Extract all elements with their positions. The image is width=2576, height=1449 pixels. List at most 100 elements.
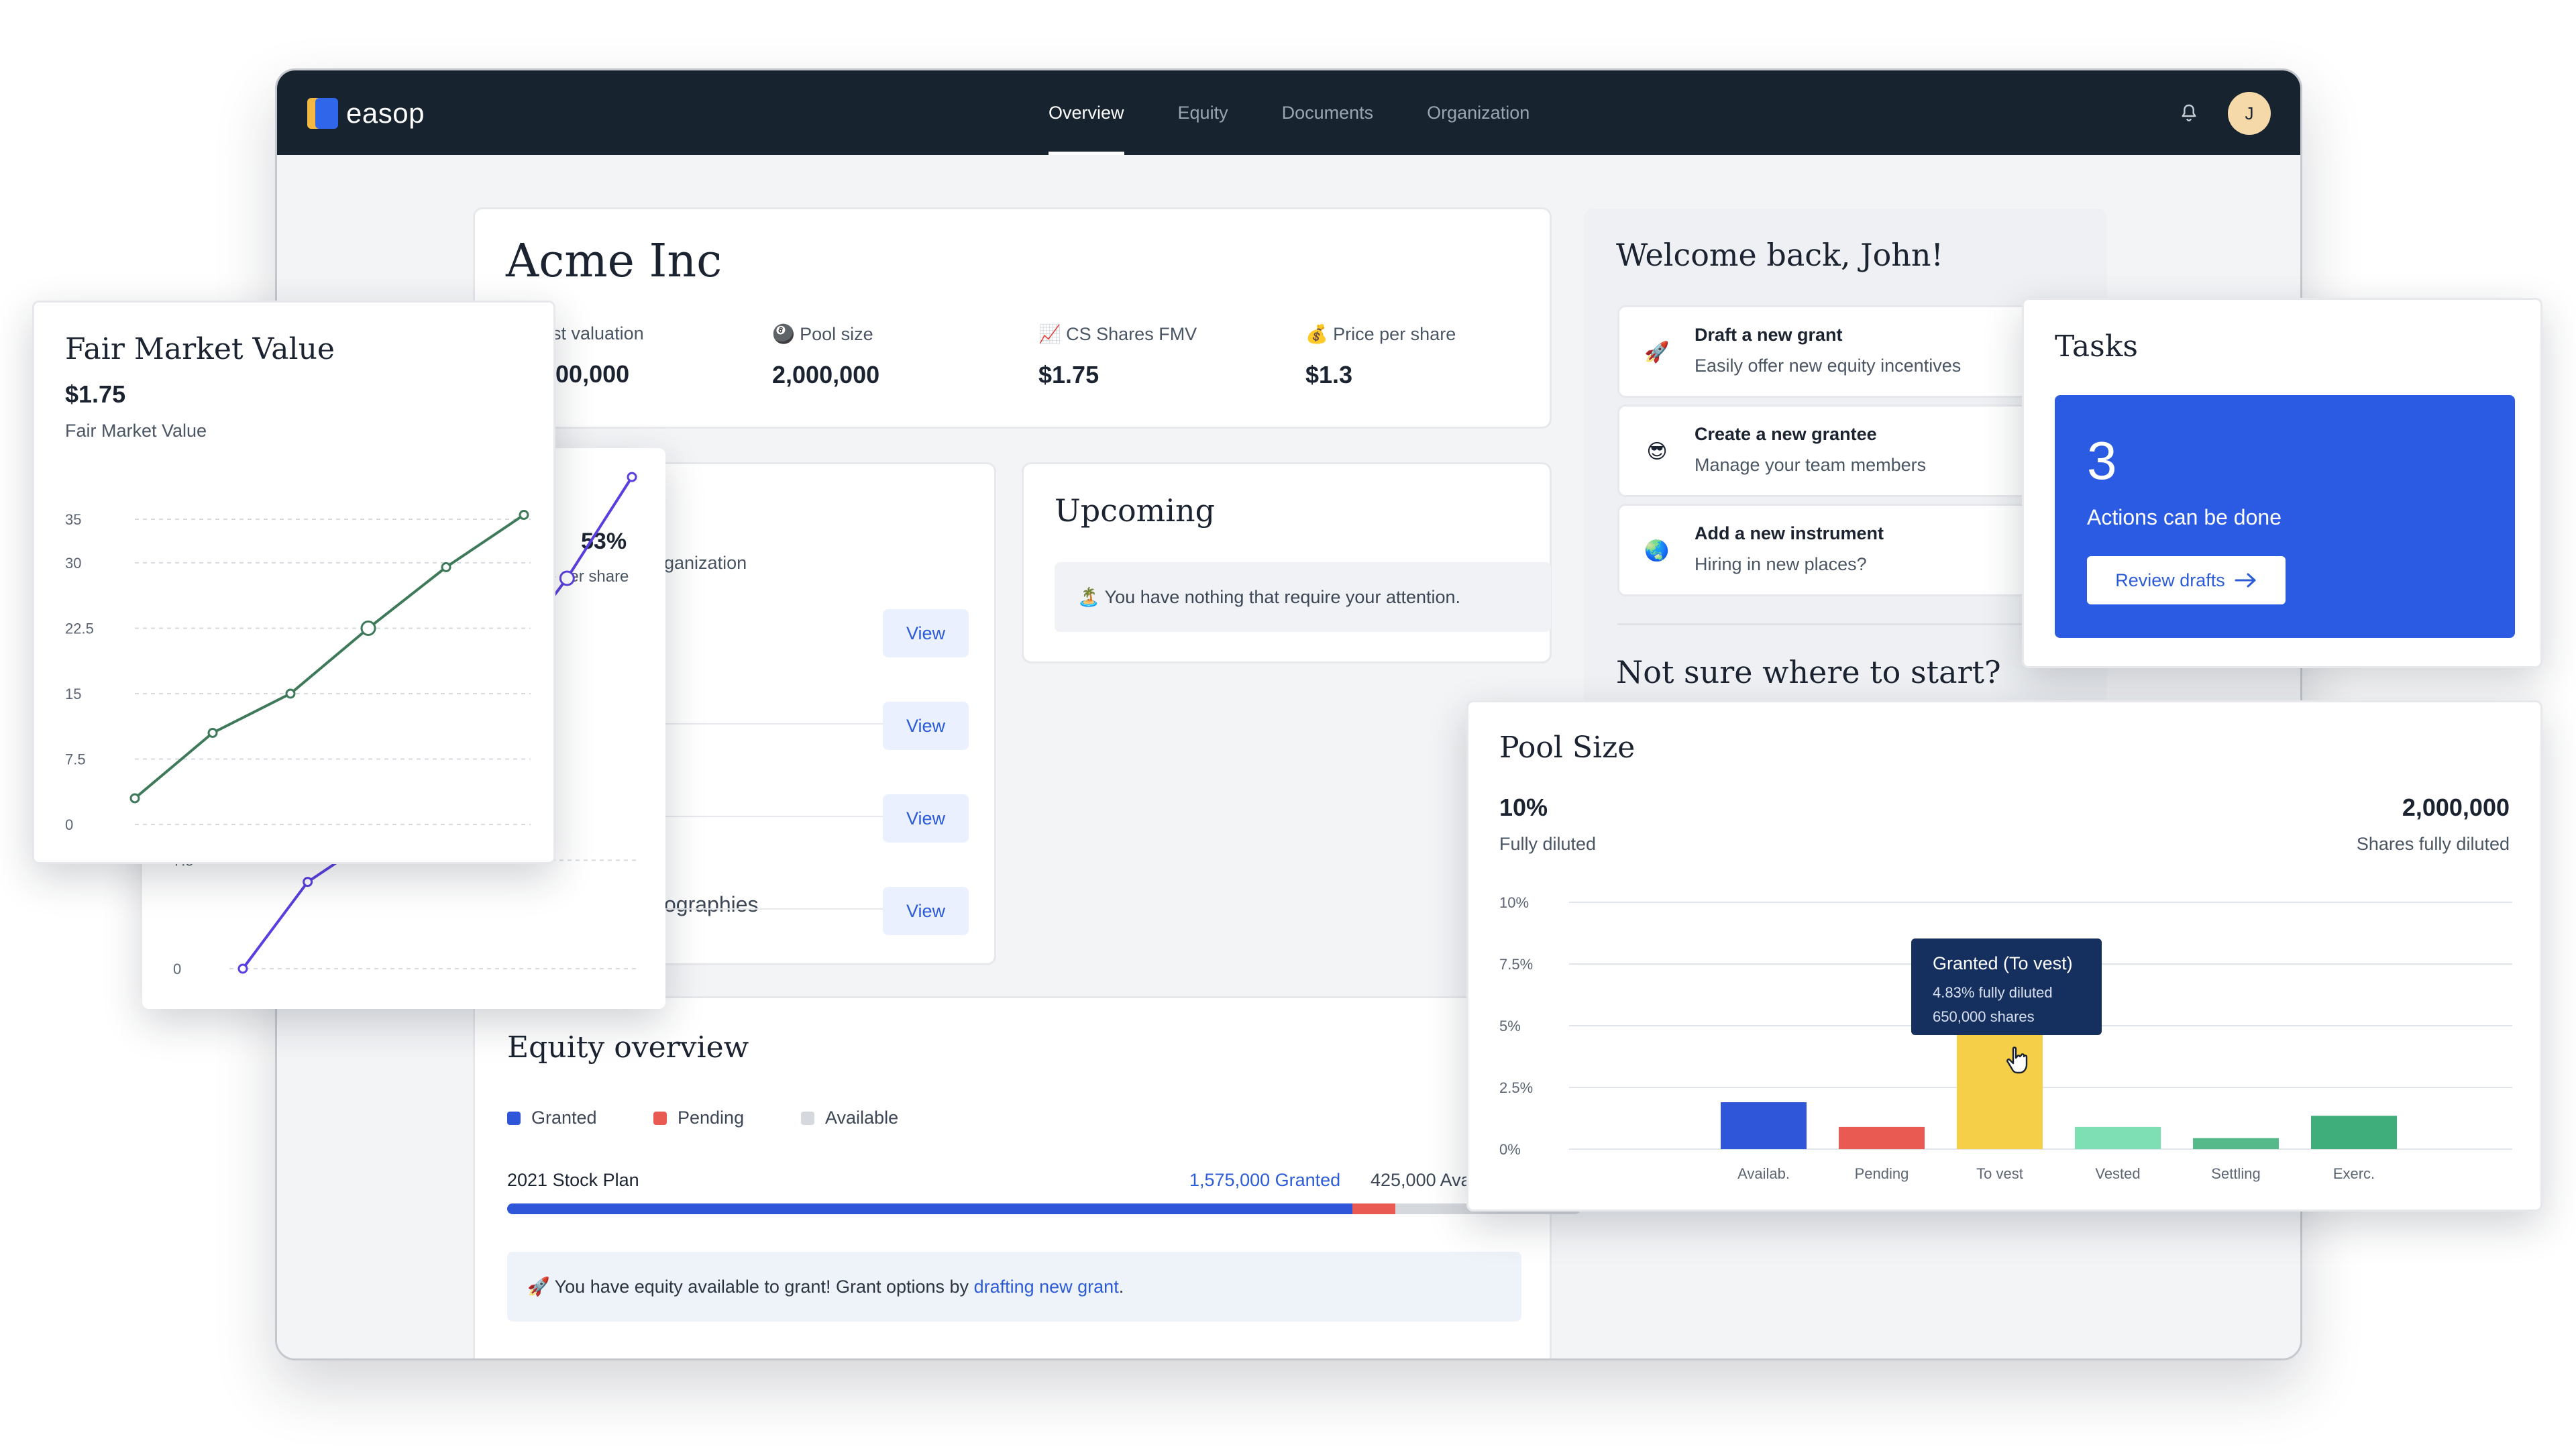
- available-amount: 425,000 Ava: [1371, 1170, 1471, 1190]
- action-title: Create a new grantee: [1695, 424, 1877, 444]
- pool-size-bar-chart: 0% 2.5% 5% 7.5% 10% Availab. Pending To vest Ves…: [1499, 894, 2512, 1182]
- granted-swatch: [507, 1111, 521, 1125]
- stat-valuation: est valuation 000,000: [542, 323, 644, 388]
- stat-label: 📈 CS Shares FMV: [1038, 324, 1197, 344]
- bell-icon[interactable]: [2178, 103, 2200, 124]
- action-subtitle: Easily offer new equity incentives: [1695, 356, 1962, 376]
- user-avatar[interactable]: J: [2228, 92, 2271, 135]
- data-point: [285, 688, 296, 699]
- pool-shares: 2,000,000: [2402, 794, 2510, 821]
- bar-vested: [2075, 1126, 2161, 1149]
- data-point: [519, 510, 529, 520]
- fmv-subtitle: Fair Market Value: [65, 421, 207, 441]
- stat-value: $1.3: [1305, 361, 1353, 388]
- add-instrument-action[interactable]: 🌏 Add a new instrument Hiring in new pla…: [1617, 504, 2100, 596]
- review-drafts-button[interactable]: Review drafts: [2087, 556, 2286, 604]
- x-tick-label: Exerc.: [2333, 1165, 2375, 1182]
- nav-equity[interactable]: Equity: [1177, 103, 1228, 123]
- y-tick-label: 7.5%: [1499, 956, 1533, 973]
- logo-text: easop: [346, 97, 425, 129]
- action-subtitle: Hiring in new places?: [1695, 554, 1867, 574]
- upcoming-empty-note: 🏝️ You have nothing that require your at…: [1055, 562, 1551, 632]
- y-tick-label: 35: [65, 511, 81, 528]
- rocket-emoji-icon: 🚀: [1644, 341, 1670, 364]
- draft-grant-action[interactable]: 🚀 Draft a new grant Easily offer new equ…: [1617, 305, 2100, 398]
- data-point: [559, 570, 575, 586]
- pool-size-title: Pool Size: [1499, 731, 1635, 765]
- view-button[interactable]: View: [883, 887, 969, 935]
- company-summary-card: Acme Inc est valuation 000,000 🎱 Pool si…: [473, 207, 1552, 429]
- welcome-title: Welcome back, John!: [1616, 237, 1944, 273]
- stat-price-per-share: 💰 Price per share $1.3: [1305, 323, 1456, 389]
- tooltip-line1: 4.83% fully diluted: [1933, 984, 2053, 1001]
- stat-label: 💰 Price per share: [1305, 324, 1456, 344]
- globe-emoji-icon: 🌏: [1644, 540, 1670, 562]
- pending-swatch: [653, 1111, 667, 1125]
- y-tick-label: 0: [65, 816, 73, 833]
- data-point: [441, 562, 451, 572]
- view-button[interactable]: View: [883, 609, 969, 657]
- stat-value: 000,000: [542, 360, 630, 388]
- data-point: [303, 877, 313, 888]
- nav-overview[interactable]: Overview: [1049, 70, 1124, 155]
- tasks-highlight: 3 Actions can be done Review drafts: [2055, 395, 2515, 638]
- y-tick-label: 7.5: [65, 751, 86, 768]
- chart-tooltip: Granted (To vest) 4.83% fully diluted 65…: [1911, 938, 2102, 1035]
- x-tick-label: Pending: [1855, 1165, 1909, 1182]
- fmv-line-chart: 0 7.5 15 22.5 30 35: [65, 510, 531, 833]
- biographies-fragment: ographies: [664, 892, 759, 916]
- top-navigation-bar: easop Overview Equity Documents Organiza…: [277, 70, 2300, 155]
- x-tick-label: To vest: [1976, 1165, 2023, 1182]
- granted-progress-fill: [507, 1203, 1352, 1214]
- percent-value: 53%: [581, 529, 627, 554]
- legend-available: Available: [801, 1108, 898, 1128]
- upcoming-card: Upcoming 🏝️ You have nothing that requir…: [1022, 462, 1552, 663]
- y-tick-label: 22.5: [65, 621, 94, 637]
- main-nav: Overview Equity Documents Organization: [1049, 70, 1583, 155]
- view-button[interactable]: View: [883, 794, 969, 843]
- easop-logo-icon: [307, 98, 338, 129]
- rocket-emoji-icon: 🚀: [527, 1277, 550, 1297]
- data-point: [129, 793, 140, 804]
- tasks-title: Tasks: [2055, 329, 2138, 364]
- y-tick-label: 10%: [1499, 894, 1529, 911]
- bar-exerc: [2311, 1116, 2397, 1149]
- y-tick-label: 30: [65, 555, 81, 572]
- bar-settling: [2193, 1138, 2279, 1149]
- nav-organization[interactable]: Organization: [1427, 103, 1530, 123]
- company-name: Acme Inc: [506, 235, 722, 288]
- bar-availab: [1721, 1102, 1807, 1149]
- not-sure-heading: Not sure where to start?: [1616, 654, 2001, 690]
- stat-pool-size: 🎱 Pool size 2,000,000: [772, 323, 879, 389]
- equity-overview-title: Equity overview: [507, 1030, 749, 1065]
- granted-amount: 1,575,000 Granted: [1189, 1170, 1341, 1190]
- x-tick-label: Vested: [2095, 1165, 2140, 1182]
- x-tick-label: Settling: [2211, 1165, 2260, 1182]
- nav-documents[interactable]: Documents: [1281, 103, 1374, 123]
- pool-size-emoji-icon: 🎱: [772, 324, 795, 344]
- pending-progress-fill: [1352, 1203, 1395, 1214]
- drafting-new-grant-link[interactable]: drafting new grant: [973, 1277, 1119, 1297]
- legend-pending: Pending: [653, 1108, 744, 1128]
- data-point: [237, 963, 248, 974]
- bar-tovest: [1957, 1030, 2043, 1149]
- bar-pending: [1839, 1126, 1925, 1149]
- action-title: Draft a new grant: [1695, 325, 1843, 345]
- island-emoji-icon: 🏝️: [1077, 587, 1100, 607]
- tasks-subtitle: Actions can be done: [2087, 505, 2282, 529]
- hand-cursor-icon: [2006, 1046, 2028, 1074]
- pool-shares-label: Shares fully diluted: [2356, 834, 2510, 854]
- tasks-count: 3: [2087, 431, 2117, 490]
- y-tick-label: 2.5%: [1499, 1079, 1533, 1096]
- equity-overview-card: Equity overview Granted Pending Availabl…: [473, 996, 1580, 1358]
- easop-logo[interactable]: easop: [307, 97, 425, 129]
- x-tick-label: Availab.: [1737, 1165, 1790, 1182]
- pool-percent-label: Fully diluted: [1499, 834, 1597, 854]
- grant-banner: 🚀 You have equity available to grant! Gr…: [507, 1252, 1521, 1322]
- organization-fragment: ganization: [664, 553, 747, 573]
- create-grantee-action[interactable]: 😎 Create a new grantee Manage your team …: [1617, 405, 2100, 497]
- sunglasses-emoji-icon: 😎: [1646, 441, 1668, 463]
- tasks-card: Tasks 3 Actions can be done Review draft…: [2022, 298, 2542, 668]
- y-tick-label: 15: [65, 686, 81, 702]
- view-button[interactable]: View: [883, 702, 969, 750]
